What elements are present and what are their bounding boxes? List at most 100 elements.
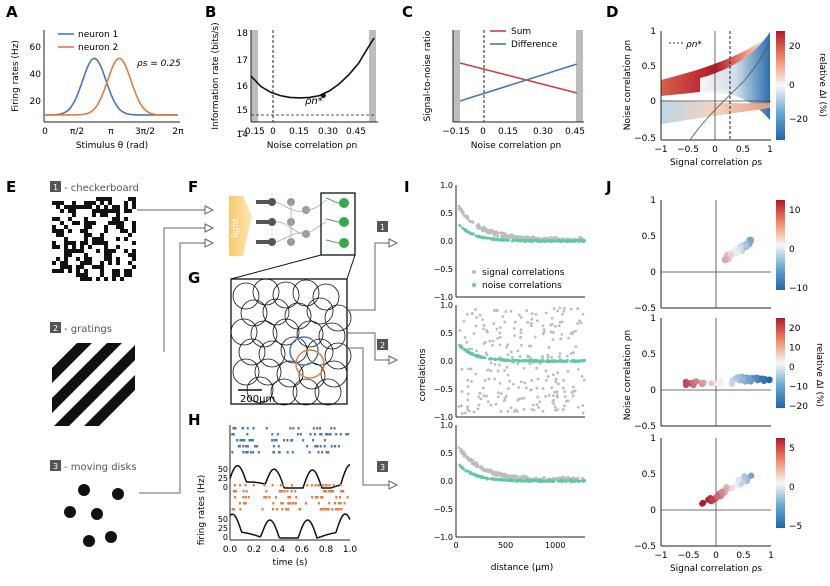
noise-point	[569, 479, 573, 482]
signal-point	[492, 322, 496, 325]
spike	[283, 439, 286, 442]
signal-point	[556, 408, 559, 412]
noise-point	[494, 478, 498, 482]
checker-cell	[100, 269, 104, 273]
b-ytick: 16	[237, 82, 249, 92]
j-colorbar	[776, 438, 785, 528]
checker-cell	[112, 205, 116, 209]
spike	[339, 502, 342, 505]
panel-label-g: G	[188, 269, 200, 287]
spike	[332, 490, 335, 493]
spike	[323, 445, 326, 448]
i-ytick: 0.5	[440, 209, 453, 218]
signal-point	[502, 399, 506, 403]
spike	[244, 484, 247, 487]
noise-point	[497, 238, 500, 241]
receptive-field	[258, 340, 286, 368]
spike	[242, 490, 245, 493]
signal-point	[512, 327, 516, 330]
spike	[347, 433, 350, 436]
checker-cell	[124, 237, 128, 241]
sum-line	[459, 62, 578, 94]
signal-point	[559, 337, 563, 341]
signal-point	[558, 352, 562, 355]
noise-point	[478, 356, 482, 359]
signal-point	[549, 323, 553, 327]
noise-point	[488, 356, 492, 360]
signal-point	[506, 373, 510, 377]
signal-point	[555, 477, 559, 480]
signal-point	[491, 469, 494, 473]
checker-cell	[64, 237, 68, 241]
signal-point	[482, 225, 486, 229]
spike	[238, 502, 241, 505]
noise-point	[527, 359, 531, 363]
signal-point	[472, 410, 476, 414]
spike	[322, 490, 325, 493]
c-xtick: 0.45	[565, 127, 585, 137]
spike	[343, 502, 346, 505]
checker-cell	[112, 277, 116, 281]
signal-point	[517, 385, 521, 389]
j-ytick: −0.5	[634, 542, 656, 552]
noise-point	[461, 226, 464, 230]
signal-point	[573, 477, 577, 480]
checker-cell	[60, 201, 64, 205]
checker-cell	[68, 209, 72, 213]
receptive-field	[254, 358, 282, 386]
signal-point	[506, 409, 510, 413]
j-point	[714, 493, 721, 500]
signal-point	[462, 319, 466, 323]
svg-text:0.8: 0.8	[319, 545, 334, 555]
receptive-field	[270, 378, 298, 406]
signal-point	[469, 459, 473, 463]
signal-point	[475, 349, 478, 353]
checker-cell	[84, 237, 88, 241]
signal-point	[481, 318, 484, 321]
receptive-field	[292, 378, 320, 406]
signal-point	[509, 235, 513, 239]
signal-point	[507, 387, 510, 391]
spike	[316, 445, 319, 448]
spike	[327, 508, 330, 511]
noise-point	[471, 352, 474, 355]
b-xtick: 0.45	[346, 127, 366, 137]
signal-point	[475, 224, 479, 228]
b-xtick: −0.15	[237, 127, 265, 137]
spike	[281, 502, 284, 505]
checker-cell	[116, 213, 120, 217]
signal-point	[551, 236, 555, 240]
checker-cell	[56, 269, 60, 273]
spike	[274, 496, 277, 499]
signal-point	[562, 307, 566, 310]
noise-point	[520, 359, 524, 362]
signal-point	[552, 402, 556, 406]
signal-point	[474, 324, 478, 328]
spike	[289, 502, 292, 505]
checker-cell	[124, 273, 128, 277]
j-right-label: relative ΔI (%)	[814, 343, 824, 407]
checker-cell	[56, 205, 60, 209]
svg-text:0: 0	[223, 483, 228, 492]
checker-cell	[112, 273, 116, 277]
signal-point	[581, 411, 585, 415]
signal-point	[465, 216, 469, 220]
b-ytick: 14	[237, 130, 249, 140]
spike	[272, 445, 275, 448]
checker-cell	[72, 201, 76, 205]
j-point	[739, 376, 746, 384]
signal-point	[520, 343, 523, 347]
signal-point	[542, 328, 546, 332]
spike	[238, 445, 241, 448]
noise-point	[461, 466, 465, 470]
signal-point	[573, 389, 577, 393]
spike	[248, 439, 251, 442]
checker-cell	[128, 233, 132, 237]
signal-point	[578, 235, 581, 239]
i-subplot: 1.0 0.5 0.0 −0.5 −1.0	[434, 181, 587, 302]
checker-cell	[60, 265, 64, 269]
checker-cell	[112, 217, 116, 221]
signal-point	[482, 394, 486, 398]
checker-cell	[60, 221, 64, 225]
spike	[319, 508, 322, 511]
